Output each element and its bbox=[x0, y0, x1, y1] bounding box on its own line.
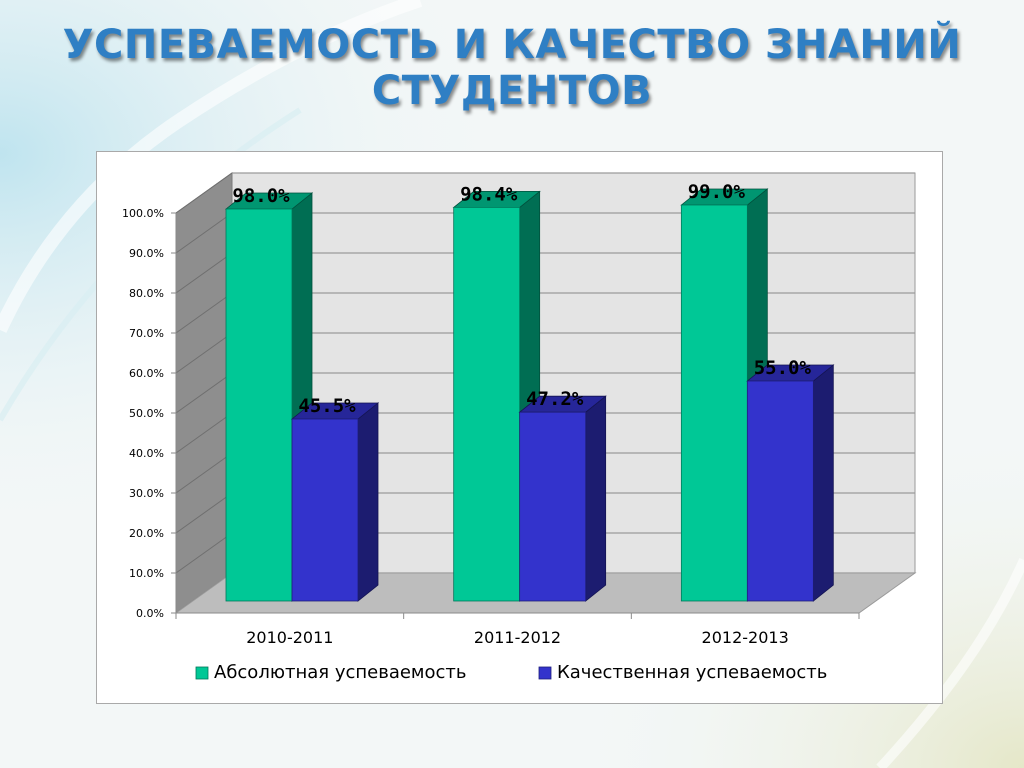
bar-front bbox=[680, 204, 748, 602]
gridline-side bbox=[175, 252, 233, 294]
legend-item: Качественная успеваемость bbox=[538, 662, 827, 683]
y-tick-label: 60.0% bbox=[129, 367, 164, 380]
data-label: 98.0% bbox=[232, 185, 290, 207]
bar-front bbox=[519, 411, 587, 602]
gridline-side bbox=[175, 172, 233, 214]
chart: 0.0% 10.0% 20.0% 30.0% 40.0% 50.0% 60.0% 70.0% 8… bbox=[122, 172, 917, 683]
gridline-side bbox=[175, 412, 233, 454]
gridline-side bbox=[175, 212, 233, 254]
bar-front bbox=[453, 207, 521, 602]
bar bbox=[746, 364, 835, 602]
bar-front bbox=[746, 380, 814, 602]
gridline-side bbox=[175, 492, 233, 534]
bars bbox=[224, 188, 835, 602]
x-tick-label: 2010-2011 bbox=[246, 628, 333, 647]
y-tick-label: 100.0% bbox=[122, 207, 164, 220]
x-tick-label: 2011-2012 bbox=[474, 628, 561, 647]
y-axis: 0.0% 10.0% 20.0% 30.0% 40.0% 50.0% 60.0% 70.0% 8… bbox=[122, 207, 177, 620]
y-tick-label: 10.0% bbox=[129, 567, 164, 580]
bar-side bbox=[357, 402, 379, 602]
legend-swatch bbox=[195, 666, 209, 680]
data-label: 98.4% bbox=[460, 183, 518, 205]
bar-side bbox=[585, 395, 607, 602]
legend: Абсолютная успеваемость Качественная успе… bbox=[195, 662, 827, 683]
y-tick-label: 70.0% bbox=[129, 327, 164, 340]
y-tick-label: 20.0% bbox=[129, 527, 164, 540]
bar bbox=[290, 402, 380, 602]
gridline-side bbox=[175, 532, 233, 574]
x-axis: 2010-2011 2011-2012 2012-2013 bbox=[175, 612, 860, 647]
data-label: 55.0% bbox=[754, 357, 812, 379]
gridline-side bbox=[175, 452, 233, 494]
legend-label: Качественная успеваемость bbox=[557, 662, 827, 683]
data-label: 47.2% bbox=[526, 388, 584, 410]
y-tick-label: 30.0% bbox=[129, 487, 164, 500]
legend-swatch bbox=[538, 666, 552, 680]
gridline-side bbox=[175, 332, 233, 374]
y-tick-label: 80.0% bbox=[129, 287, 164, 300]
bar bbox=[518, 395, 607, 602]
y-tick-label: 40.0% bbox=[129, 447, 164, 460]
slide-title: УСПЕВАЕМОСТЬ И КАЧЕСТВО ЗНАНИЙ СТУДЕНТОВ bbox=[62, 22, 962, 114]
y-tick-label: 50.0% bbox=[129, 407, 164, 420]
bar-front bbox=[225, 208, 293, 602]
legend-label: Абсолютная успеваемость bbox=[214, 662, 467, 683]
bar-side bbox=[812, 364, 834, 602]
x-tick-label: 2012-2013 bbox=[702, 628, 789, 647]
bar-front bbox=[291, 418, 359, 602]
y-tick-label: 90.0% bbox=[129, 247, 164, 260]
y-tick-label: 0.0% bbox=[136, 607, 164, 620]
data-labels: 98.0% 98.4% 99.0% 45.5% 47.2% 55.0% bbox=[232, 181, 811, 417]
gridline-side bbox=[175, 372, 233, 414]
legend-item: Абсолютная успеваемость bbox=[195, 662, 467, 683]
data-label: 99.0% bbox=[688, 181, 746, 203]
gridline-side bbox=[175, 292, 233, 334]
data-label: 45.5% bbox=[298, 395, 356, 417]
